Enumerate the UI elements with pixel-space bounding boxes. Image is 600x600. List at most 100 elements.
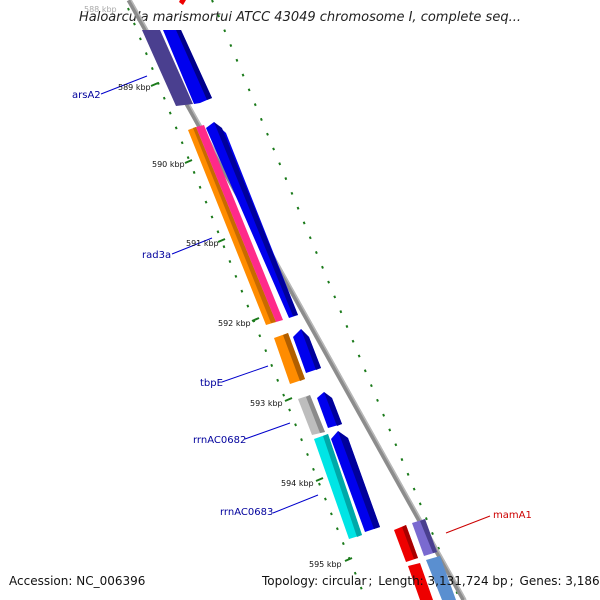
track-dot (306, 452, 309, 457)
track-dot (302, 221, 306, 225)
gene-tbpE-shade (283, 333, 305, 381)
track-dot (264, 349, 268, 353)
track-dot (229, 43, 233, 48)
track-dot (216, 230, 220, 234)
gene-label-arsA2[interactable]: arsA2 (72, 90, 101, 101)
track-dot (296, 206, 300, 210)
gene-label-rad3a[interactable]: rad3a (142, 250, 171, 261)
track-dots-left (127, 7, 363, 590)
track-dot (282, 393, 286, 397)
track-dot (394, 443, 398, 447)
gene-label-rrnAC0683[interactable]: rrnAC0683 (220, 507, 273, 518)
track-dot (341, 542, 345, 546)
track-dot (240, 289, 244, 293)
track-dot (308, 236, 312, 240)
track-dot (314, 250, 318, 255)
track-dot (150, 67, 154, 71)
genes-count-label: Genes: 3,186 (519, 574, 600, 588)
track-dot (288, 408, 292, 412)
track-dot (241, 73, 245, 77)
tick-label-593: 593 kbp (250, 399, 283, 408)
map-title: Haloarcula marismortui ATCC 43049 chromo… (79, 10, 521, 25)
track-dot (228, 259, 232, 264)
gene-label-tbpE[interactable]: tbpE (200, 378, 223, 389)
track-dot (222, 245, 226, 249)
track-dot (253, 103, 257, 107)
track-dot (259, 117, 263, 121)
tick-label-592: 592 kbp (218, 319, 251, 328)
track-dot (351, 339, 355, 343)
gene-label-rrnAC0682[interactable]: rrnAC0682 (193, 435, 246, 446)
track-dot (270, 363, 274, 367)
track-dot (357, 354, 361, 358)
tick-label-591: 591 kbp (186, 239, 219, 248)
track-dot (431, 531, 434, 536)
gene-red-595-shade (402, 525, 418, 559)
track-dot (359, 586, 363, 590)
track-dot (418, 502, 422, 506)
track-dot (400, 458, 404, 462)
track-dot (272, 147, 275, 151)
track-dot (363, 369, 367, 373)
track-dot (204, 200, 208, 204)
track-dot (186, 156, 190, 160)
gene-red-bottom[interactable] (408, 563, 433, 600)
gene-forward-590-shade (214, 122, 298, 316)
leader-rrnAC0683 (272, 494, 319, 514)
track-dot (258, 334, 262, 338)
track-dot (369, 384, 373, 388)
track-dot (266, 132, 269, 136)
track-dot (412, 487, 416, 491)
track-dot (133, 22, 136, 26)
track-dot (318, 482, 321, 486)
leader-rad3a (171, 237, 213, 255)
gene-rrnAC0683-shade (323, 434, 362, 537)
track-dot (246, 304, 250, 308)
genome-summary: Topology: circular; Length: 3,131,724 bp… (262, 574, 600, 588)
track-dot (339, 310, 343, 314)
track-dot (247, 88, 251, 92)
gene-steel-blue-bottom[interactable] (426, 556, 456, 600)
track-dot (276, 378, 280, 382)
track-dot (345, 324, 349, 328)
track-dot (376, 398, 379, 402)
track-dot (327, 280, 331, 284)
tick-label-595: 595 kbp (309, 560, 342, 569)
gene-label-mamA1[interactable]: mamA1 (493, 510, 532, 521)
track-dot (139, 37, 142, 41)
track-dot (156, 81, 160, 85)
leader-mamA1 (445, 515, 491, 534)
track-dot (324, 497, 327, 501)
track-dot (162, 96, 166, 100)
track-dot (335, 527, 339, 531)
gene-mamA1-shade (420, 519, 437, 553)
tick-label-594: 594 kbp (281, 479, 314, 488)
track-dot (437, 546, 441, 550)
track-dot (198, 185, 202, 189)
track-dot (424, 517, 428, 521)
gene-pink-590[interactable] (196, 125, 283, 322)
track-dot (312, 467, 315, 471)
length-label: Length: 3,131,724 bp (378, 574, 508, 588)
track-dot (211, 0, 214, 3)
gene-forward-589-a[interactable] (163, 30, 212, 104)
track-dot (210, 215, 214, 219)
track-dot (300, 438, 303, 442)
track-dot (180, 141, 184, 145)
track-dot (174, 126, 178, 130)
gene-blue-shadow-589 (176, 30, 212, 100)
track-dot (284, 177, 288, 181)
track-dots-right (211, 0, 459, 595)
track-dot (321, 265, 324, 269)
gene-rad3a-shade (193, 127, 276, 323)
track-dot (388, 428, 392, 432)
track-dot (144, 52, 148, 56)
tick-label-590: 590 kbp (152, 160, 185, 169)
track-dot (168, 111, 172, 115)
track-dot (127, 7, 130, 11)
topology-label: Topology: circular (262, 574, 367, 588)
gene-arsA2[interactable] (142, 30, 193, 106)
gene-feature-top-red[interactable] (179, 0, 186, 5)
accession-label: Accession: NC_006396 (9, 574, 146, 588)
track-dot (234, 274, 238, 278)
